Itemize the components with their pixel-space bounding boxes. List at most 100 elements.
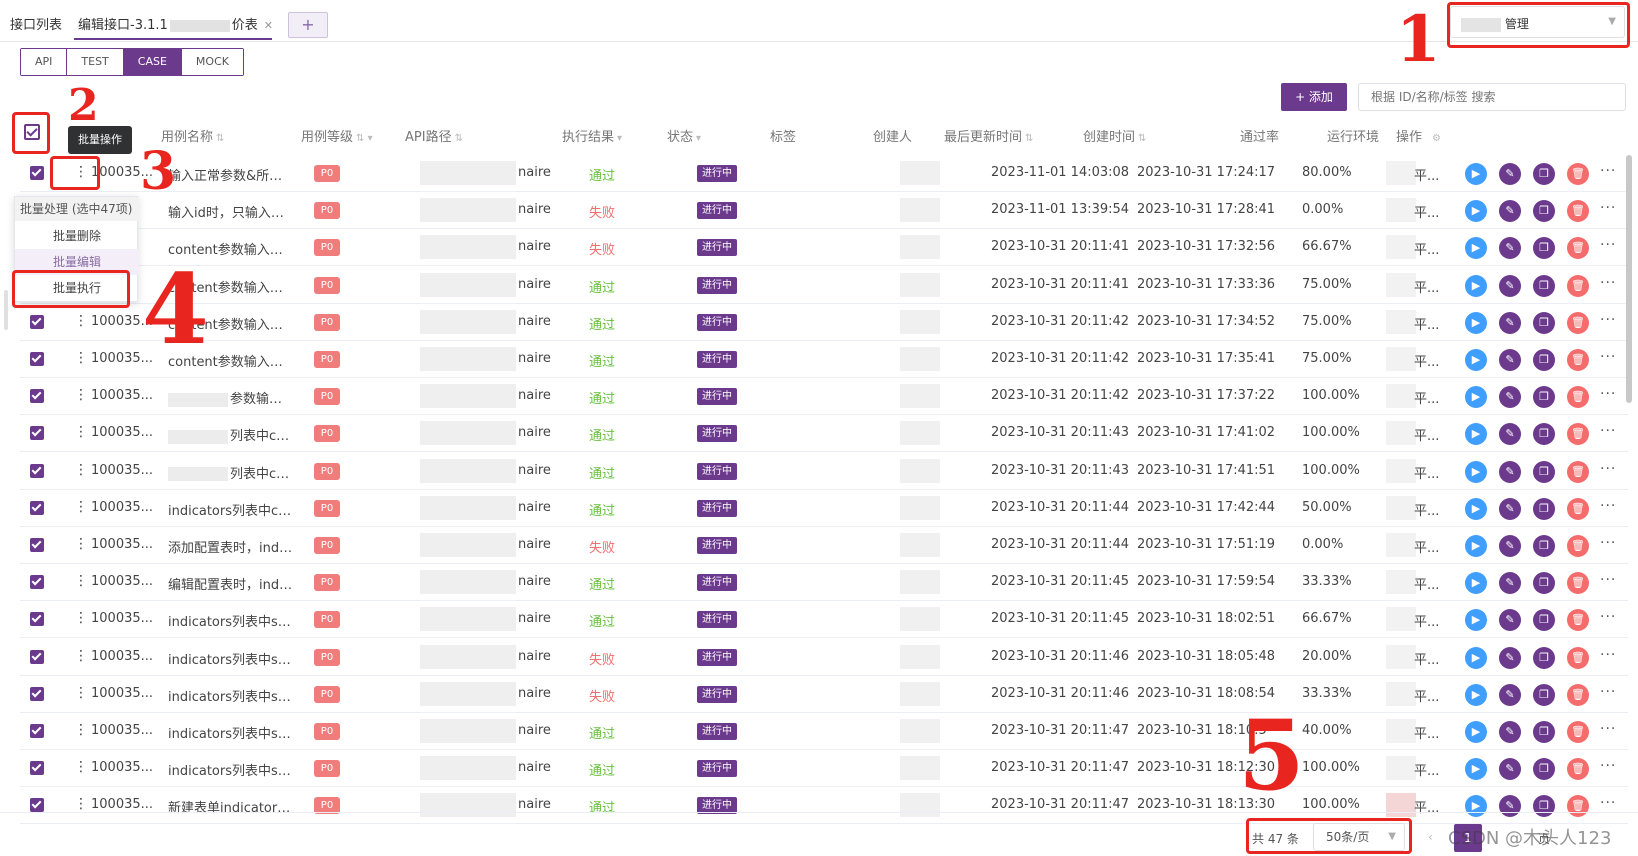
case-name[interactable]: 列表中con... (168, 463, 294, 482)
copy-icon[interactable]: ❐ (1533, 386, 1555, 409)
table-row[interactable]: 输入id时，只输入必... P0 naire 失败 进行中 2023-11-01 13:3… (0, 192, 1638, 230)
edit-icon[interactable]: ✎ (1499, 683, 1521, 706)
run-icon[interactable]: ▶ (1465, 795, 1487, 818)
delete-icon[interactable]: 🗑 (1567, 758, 1589, 781)
more-horizontal-icon[interactable]: ··· (1600, 200, 1617, 217)
copy-icon[interactable]: ❐ (1533, 609, 1555, 632)
delete-icon[interactable]: 🗑 (1567, 274, 1589, 297)
copy-icon[interactable]: ❐ (1533, 683, 1555, 706)
more-vertical-icon[interactable]: ⋮ (74, 498, 88, 515)
row-checkbox[interactable] (30, 389, 44, 404)
edit-icon[interactable]: ✎ (1499, 721, 1521, 743)
case-name[interactable]: 添加配置表时，indic... (168, 537, 294, 556)
more-vertical-icon[interactable]: ⋮ (74, 164, 88, 180)
copy-icon[interactable]: ❐ (1533, 758, 1555, 781)
copy-icon[interactable]: ❐ (1533, 311, 1555, 334)
col-updated[interactable]: 最后更新时间 ⇅ (944, 126, 1033, 145)
table-row[interactable]: content参数输入任... P0 naire 失败 进行中 2023-10-31 20… (0, 229, 1638, 267)
tab-interface-list[interactable]: 接口列表 (10, 18, 63, 33)
more-vertical-icon[interactable]: ⋮ (74, 424, 88, 441)
col-result[interactable]: 执行结果 ▾ (562, 126, 622, 145)
batch-edit-item[interactable]: 批量编辑 (15, 249, 139, 275)
delete-icon[interactable]: 🗑 (1567, 795, 1589, 818)
tab-api[interactable]: API (21, 49, 68, 75)
select-all-checkbox[interactable] (24, 124, 40, 140)
row-checkbox[interactable] (30, 426, 44, 441)
vertical-scrollbar[interactable] (1626, 155, 1632, 403)
table-row[interactable]: content参数输入超... P0 naire 通过 进行中 2023-10-31 20… (0, 267, 1638, 304)
more-horizontal-icon[interactable]: ··· (1600, 572, 1617, 589)
edit-icon[interactable]: ✎ (1499, 460, 1521, 483)
filter-icon[interactable]: ▾ (696, 133, 702, 144)
copy-icon[interactable]: ❐ (1533, 460, 1555, 483)
edit-icon[interactable]: ✎ (1499, 274, 1521, 297)
delete-icon[interactable]: 🗑 (1567, 497, 1589, 520)
more-vertical-icon[interactable]: ⋮ (74, 387, 88, 404)
row-checkbox[interactable] (30, 724, 44, 738)
run-icon[interactable]: ▶ (1465, 274, 1487, 297)
more-vertical-icon[interactable]: ⋮ (74, 461, 88, 478)
delete-icon[interactable]: 🗑 (1567, 609, 1589, 632)
more-vertical-icon[interactable]: ⋮ (74, 350, 88, 366)
run-icon[interactable]: ▶ (1465, 646, 1487, 669)
more-vertical-icon[interactable]: ⋮ (74, 312, 88, 329)
more-vertical-icon[interactable]: ⋮ (74, 684, 88, 701)
more-horizontal-icon[interactable]: ··· (1600, 721, 1617, 737)
edit-icon[interactable]: ✎ (1499, 200, 1521, 223)
case-name[interactable]: indicators列表中sco... (168, 686, 294, 705)
delete-icon[interactable]: 🗑 (1567, 200, 1589, 223)
copy-icon[interactable]: ❐ (1533, 646, 1555, 669)
delete-icon[interactable]: 🗑 (1567, 163, 1589, 185)
more-vertical-icon[interactable]: ⋮ (74, 647, 88, 664)
more-vertical-icon[interactable]: ⋮ (74, 536, 88, 552)
case-name[interactable]: indicators列表中sco... (168, 723, 294, 742)
edit-icon[interactable]: ✎ (1499, 163, 1521, 185)
delete-icon[interactable]: 🗑 (1567, 721, 1589, 743)
more-horizontal-icon[interactable]: ··· (1600, 795, 1617, 812)
table-row[interactable]: ⋮ 100035... 参数输入... P0 naire 通过 进行中 2023-10-31 … (0, 378, 1638, 416)
close-icon[interactable]: ✕ (263, 19, 274, 32)
more-horizontal-icon[interactable]: ··· (1600, 535, 1617, 551)
col-name[interactable]: 用例名称 ⇅ (161, 126, 224, 145)
row-checkbox[interactable] (30, 538, 44, 552)
more-horizontal-icon[interactable]: ··· (1600, 163, 1617, 179)
copy-icon[interactable]: ❐ (1533, 721, 1555, 743)
tab-test[interactable]: TEST (67, 49, 124, 75)
edit-icon[interactable]: ✎ (1499, 349, 1521, 371)
case-name[interactable]: 参数输入... (168, 388, 294, 407)
copy-icon[interactable]: ❐ (1533, 423, 1555, 446)
run-icon[interactable]: ▶ (1465, 758, 1487, 781)
edit-icon[interactable]: ✎ (1499, 646, 1521, 669)
more-horizontal-icon[interactable]: ··· (1600, 497, 1617, 514)
edit-icon[interactable]: ✎ (1499, 497, 1521, 520)
edit-icon[interactable]: ✎ (1499, 535, 1521, 557)
run-icon[interactable]: ▶ (1465, 237, 1487, 260)
case-name[interactable]: indicators列表中sco... (168, 649, 294, 668)
col-created[interactable]: 创建时间 ⇅ (1083, 126, 1146, 145)
delete-icon[interactable]: 🗑 (1567, 386, 1589, 409)
row-checkbox[interactable] (30, 314, 44, 329)
table-row[interactable]: ⋮ 100035... content参数输入为空 P0 naire 通过 进行中 2023-… (0, 341, 1638, 378)
edit-icon[interactable]: ✎ (1499, 795, 1521, 818)
edit-icon[interactable]: ✎ (1499, 237, 1521, 260)
case-name[interactable]: indicators列表中sco... (168, 611, 294, 630)
run-icon[interactable]: ▶ (1465, 683, 1487, 706)
tab-case[interactable]: CASE (123, 49, 182, 75)
table-row[interactable]: ⋮100035... 列表中con... P0 naire 通过 进行中 2023-10-3… (0, 415, 1638, 453)
sort-icon[interactable]: ⇅ (1138, 133, 1147, 144)
copy-icon[interactable]: ❐ (1533, 274, 1555, 297)
run-icon[interactable]: ▶ (1465, 349, 1487, 371)
row-checkbox[interactable] (30, 352, 44, 366)
table-row[interactable]: ⋮ 100035... indicators列表中sco... P0 naire 通过 进行… (0, 713, 1638, 750)
search-input[interactable] (1358, 83, 1626, 111)
copy-icon[interactable]: ❐ (1533, 237, 1555, 260)
table-row[interactable]: ⋮ 100035... 添加配置表时，indic... P0 naire 失败 进行中 202… (0, 527, 1638, 564)
delete-icon[interactable]: 🗑 (1567, 460, 1589, 483)
copy-icon[interactable]: ❐ (1533, 349, 1555, 371)
tab-mock[interactable]: MOCK (181, 49, 243, 75)
table-row[interactable]: ⋮ 100035... indicators列表中sco... P0 naire 失败 进行… (0, 676, 1638, 713)
sort-icon[interactable]: ⇅ (216, 133, 225, 144)
add-case-button[interactable]: + 添加 (1281, 83, 1347, 111)
more-vertical-icon[interactable]: ⋮ (74, 610, 88, 627)
batch-execute-item[interactable]: 批量执行 (52, 281, 101, 295)
